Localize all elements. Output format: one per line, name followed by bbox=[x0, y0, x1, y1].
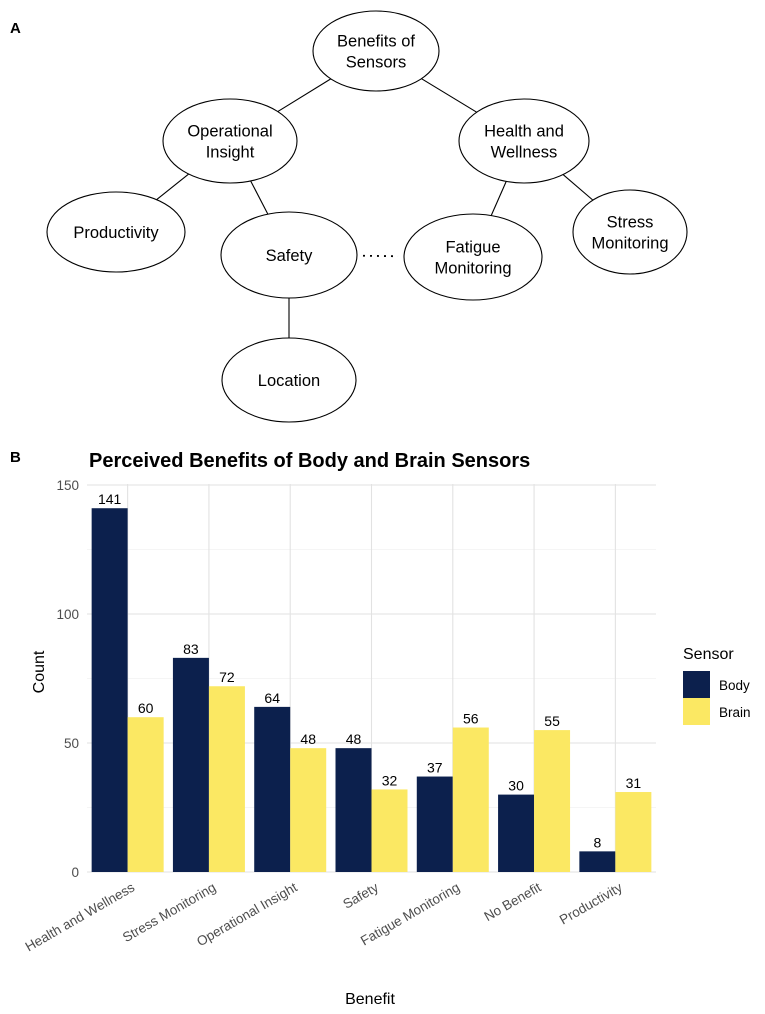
edge-operational-safety bbox=[250, 180, 269, 215]
chart-data-labels: 141 60 83 72 64 48 48 32 37 56 30 55 8 31 bbox=[98, 491, 641, 850]
edge-root-operational bbox=[277, 78, 332, 113]
y-tick-label: 150 bbox=[56, 478, 79, 493]
bar-body bbox=[254, 706, 291, 872]
chart-title: Perceived Benefits of Body and Brain Sen… bbox=[89, 450, 530, 472]
data-label-brain: 56 bbox=[463, 711, 479, 727]
bar-brain bbox=[534, 730, 571, 872]
legend-label-brain: Brain bbox=[719, 705, 751, 720]
legend-title: Sensor bbox=[683, 646, 734, 663]
node-safety-shape bbox=[220, 211, 358, 299]
x-tick-label: Safety bbox=[340, 879, 381, 911]
bar-body bbox=[579, 851, 616, 872]
data-label-body: 30 bbox=[508, 778, 524, 794]
edge-safety-fatigue bbox=[362, 254, 399, 258]
data-label-body: 141 bbox=[98, 491, 122, 507]
data-label-body: 37 bbox=[427, 760, 443, 776]
node-fatigue: Fatigue Monitoring bbox=[403, 213, 543, 301]
x-axis-title: Benefit bbox=[345, 991, 395, 1008]
node-fatigue-label: Fatigue bbox=[445, 239, 500, 257]
edge-health-fatigue bbox=[490, 181, 507, 216]
node-stress: Stress Monitoring bbox=[572, 189, 688, 275]
node-operational: Operational Insight bbox=[162, 98, 298, 184]
bar-body bbox=[498, 794, 535, 872]
legend-key-body bbox=[683, 671, 710, 698]
data-label-brain: 72 bbox=[219, 669, 235, 685]
node-location-shape bbox=[221, 337, 357, 423]
y-tick-label: 0 bbox=[71, 865, 79, 880]
y-axis-title: Count bbox=[31, 650, 48, 693]
node-productivity-label: Productivity bbox=[73, 224, 159, 242]
panel-b-label: B bbox=[10, 449, 21, 466]
bar-brain bbox=[127, 717, 164, 872]
panel-a-label: A bbox=[10, 20, 21, 37]
bar-brain bbox=[290, 748, 327, 872]
bar-brain bbox=[371, 789, 408, 872]
node-root-label: Benefits of bbox=[337, 33, 415, 51]
bar-brain bbox=[208, 686, 245, 872]
bar-brain bbox=[615, 792, 652, 872]
edge-operational-productivity bbox=[156, 173, 189, 201]
x-tick-label: No Benefit bbox=[481, 879, 543, 924]
node-stress-label: Monitoring bbox=[591, 235, 668, 253]
data-label-brain: 60 bbox=[138, 700, 154, 716]
node-operational-label: Insight bbox=[206, 144, 255, 162]
node-health-label: Wellness bbox=[491, 144, 558, 162]
node-productivity-shape bbox=[46, 191, 186, 273]
legend: Sensor Body Brain bbox=[683, 646, 751, 725]
bar-body bbox=[172, 657, 209, 872]
node-location: Location bbox=[221, 337, 357, 423]
node-root: Benefits of Sensors bbox=[312, 10, 440, 92]
data-label-brain: 32 bbox=[382, 772, 398, 788]
data-label-brain: 55 bbox=[544, 713, 560, 729]
node-safety-label: Safety bbox=[266, 247, 314, 265]
bar-body bbox=[335, 748, 372, 872]
node-stress-label: Stress bbox=[607, 214, 654, 232]
node-health-shape bbox=[458, 98, 590, 184]
data-label-body: 83 bbox=[183, 641, 199, 657]
node-root-shape bbox=[312, 10, 440, 92]
node-health-label: Health and bbox=[484, 123, 564, 141]
node-stress-shape bbox=[572, 189, 688, 275]
y-tick-label: 100 bbox=[56, 607, 79, 622]
legend-label-body: Body bbox=[719, 678, 750, 693]
diagram-nodes: Benefits of Sensors Operational Insight Heal… bbox=[46, 10, 688, 423]
bar-body bbox=[91, 508, 128, 872]
data-label-body: 48 bbox=[346, 731, 362, 747]
node-fatigue-label: Monitoring bbox=[434, 260, 511, 278]
node-fatigue-shape bbox=[403, 213, 543, 301]
legend-key-brain bbox=[683, 698, 710, 725]
data-label-body: 8 bbox=[593, 834, 601, 850]
node-productivity: Productivity bbox=[46, 191, 186, 273]
data-label-body: 64 bbox=[264, 690, 280, 706]
data-label-brain: 48 bbox=[300, 731, 316, 747]
y-axis-ticks: 0 50 100 150 bbox=[56, 478, 79, 880]
edge-health-stress bbox=[562, 174, 594, 201]
chart-bars bbox=[91, 508, 652, 872]
node-operational-label: Operational bbox=[187, 123, 272, 141]
x-tick-label: Health and Wellness bbox=[23, 879, 138, 954]
bar-brain bbox=[452, 727, 489, 872]
node-location-label: Location bbox=[258, 372, 320, 390]
node-safety: Safety bbox=[220, 211, 358, 299]
y-tick-label: 50 bbox=[64, 736, 79, 751]
data-label-brain: 31 bbox=[626, 775, 642, 791]
node-health: Health and Wellness bbox=[458, 98, 590, 184]
x-tick-label: Productivity bbox=[557, 879, 625, 927]
node-operational-shape bbox=[162, 98, 298, 184]
edge-root-health bbox=[421, 78, 477, 113]
diagram-edges bbox=[156, 78, 594, 338]
node-root-label: Sensors bbox=[346, 54, 407, 72]
bar-body bbox=[416, 776, 453, 872]
